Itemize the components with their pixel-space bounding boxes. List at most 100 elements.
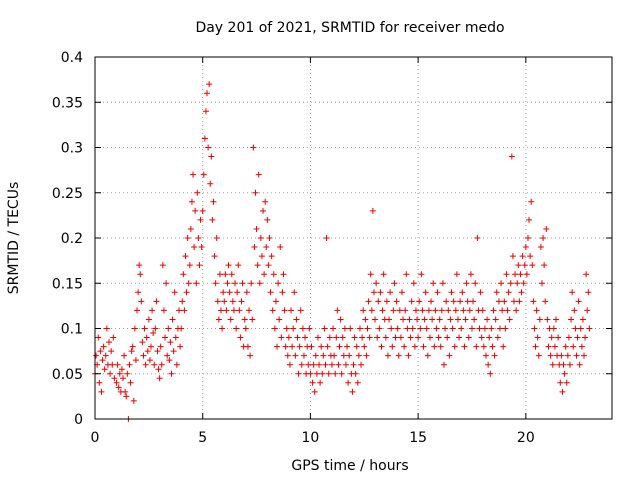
data-point xyxy=(377,289,384,296)
y-tick-label: 0.3 xyxy=(61,141,83,157)
data-point xyxy=(540,235,547,241)
data-point xyxy=(403,271,410,278)
data-point xyxy=(450,298,457,305)
data-point xyxy=(410,280,417,287)
data-point xyxy=(477,289,484,296)
data-point xyxy=(113,379,120,386)
data-point xyxy=(465,334,472,341)
data-point xyxy=(415,334,422,341)
data-point xyxy=(224,280,231,287)
data-point xyxy=(517,271,524,278)
data-point xyxy=(375,298,382,305)
data-point xyxy=(136,262,143,269)
data-point xyxy=(278,334,285,341)
data-point xyxy=(165,325,172,332)
data-point xyxy=(126,361,133,368)
data-point xyxy=(392,334,399,341)
data-point xyxy=(583,271,590,278)
data-point xyxy=(267,289,274,296)
data-point xyxy=(516,298,523,305)
data-point xyxy=(254,262,261,269)
data-point xyxy=(571,307,578,314)
data-point xyxy=(366,334,373,341)
data-point xyxy=(561,370,568,377)
data-point xyxy=(238,298,245,305)
data-point xyxy=(492,316,499,323)
data-point xyxy=(530,298,537,305)
data-point xyxy=(97,348,104,355)
data-point xyxy=(206,81,213,88)
data-point xyxy=(439,280,446,287)
data-point xyxy=(562,343,569,350)
data-point xyxy=(162,334,169,341)
data-point xyxy=(134,307,141,314)
data-point xyxy=(107,370,114,377)
data-point xyxy=(402,307,409,314)
data-point xyxy=(361,343,368,350)
data-point xyxy=(288,307,295,314)
data-point xyxy=(369,207,376,214)
data-point xyxy=(538,280,545,287)
data-point xyxy=(215,316,222,323)
data-point xyxy=(354,379,361,386)
data-point xyxy=(225,262,232,269)
data-point xyxy=(494,334,501,341)
data-point xyxy=(140,352,147,359)
data-point xyxy=(208,153,215,160)
data-point xyxy=(102,352,109,359)
data-point xyxy=(498,280,505,287)
data-point xyxy=(473,343,480,350)
data-point xyxy=(534,334,541,341)
data-point xyxy=(559,388,566,395)
data-point xyxy=(404,325,411,332)
data-point xyxy=(101,366,108,373)
data-point xyxy=(428,298,435,305)
data-point xyxy=(495,298,502,305)
data-point xyxy=(451,343,458,350)
data-point xyxy=(115,384,122,391)
data-point xyxy=(221,298,228,305)
data-point xyxy=(188,198,195,205)
data-point xyxy=(270,271,277,278)
data-point xyxy=(297,307,304,314)
data-point xyxy=(380,271,387,278)
data-point xyxy=(536,316,543,323)
data-point xyxy=(346,352,353,359)
data-point xyxy=(549,361,556,368)
data-point xyxy=(528,198,535,205)
data-point xyxy=(442,325,449,332)
data-point xyxy=(542,298,549,305)
data-point xyxy=(263,244,270,251)
data-point xyxy=(146,357,153,364)
data-point xyxy=(360,307,367,314)
data-point xyxy=(345,379,352,386)
data-point xyxy=(493,289,500,296)
data-point xyxy=(207,180,214,187)
data-point xyxy=(106,339,113,346)
data-point xyxy=(98,388,105,395)
data-point xyxy=(436,316,443,323)
data-point xyxy=(100,343,107,350)
data-point xyxy=(431,343,438,350)
data-point xyxy=(282,343,289,350)
data-point xyxy=(239,280,246,287)
data-point xyxy=(467,271,474,278)
data-point xyxy=(244,343,251,350)
data-point xyxy=(193,280,200,287)
data-point xyxy=(234,289,241,296)
data-point xyxy=(320,352,327,359)
data-point xyxy=(284,352,291,359)
data-point xyxy=(285,334,292,341)
data-point xyxy=(464,298,471,305)
data-point xyxy=(256,280,263,287)
data-point xyxy=(324,343,331,350)
data-point xyxy=(291,289,298,296)
data-point xyxy=(405,352,412,359)
data-point xyxy=(480,343,487,350)
data-point xyxy=(586,325,593,332)
x-tick-label: 0 xyxy=(91,430,100,446)
data-point xyxy=(520,280,527,287)
data-point xyxy=(582,334,589,341)
data-point xyxy=(153,298,160,305)
data-point xyxy=(584,307,591,314)
